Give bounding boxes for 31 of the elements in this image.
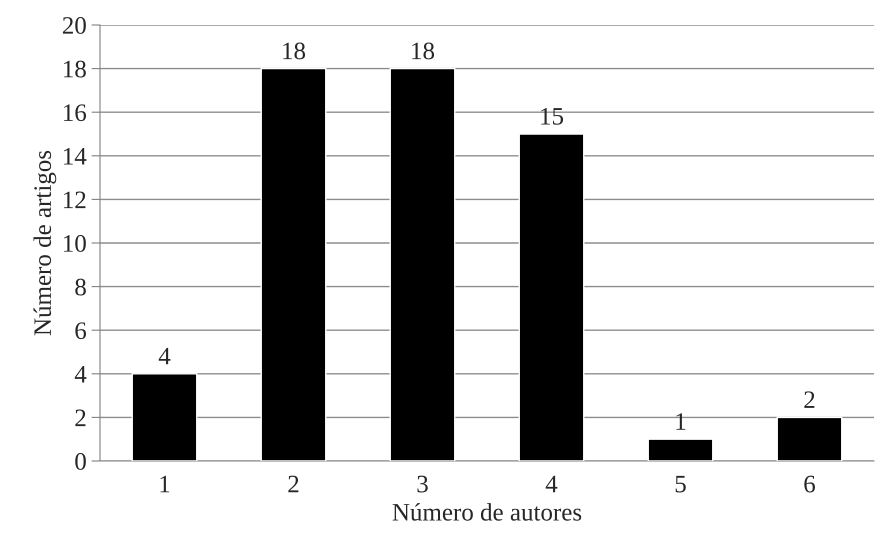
bar — [518, 133, 584, 461]
x-tick-label: 5 — [676, 476, 686, 492]
bar — [260, 68, 326, 461]
y-axis-title: Número de artigos — [33, 150, 56, 336]
data-label: 4 — [158, 348, 170, 364]
x-tick-label: 4 — [546, 476, 558, 492]
x-tick-label: 3 — [417, 476, 428, 492]
bar — [776, 416, 842, 461]
data-label: 18 — [283, 42, 306, 60]
x-axis-title: Número de autores — [392, 503, 582, 521]
x-tick-label: 2 — [288, 476, 298, 492]
y-tick-label: 12 — [64, 192, 86, 208]
y-tick-label: 6 — [75, 322, 86, 340]
bar — [132, 373, 198, 461]
y-tick-label: 18 — [64, 60, 86, 78]
y-tick-label: 14 — [64, 148, 86, 164]
data-label: 18 — [412, 42, 434, 60]
y-tick-label: 16 — [64, 104, 86, 122]
y-tick-label: 0 — [75, 453, 86, 470]
data-label: 2 — [804, 391, 814, 408]
bar — [390, 68, 456, 461]
y-tick-label: 2 — [75, 410, 86, 426]
y-tick-label: 8 — [75, 278, 86, 296]
data-label: 15 — [541, 108, 564, 125]
x-tick-label: 6 — [804, 476, 816, 492]
y-tick-label: 10 — [64, 235, 86, 252]
y-tick-label: 4 — [74, 366, 86, 382]
x-tick-label: 1 — [160, 476, 170, 492]
y-tick-label: 20 — [62, 17, 86, 34]
data-label: 1 — [676, 413, 686, 430]
bar — [648, 438, 714, 461]
